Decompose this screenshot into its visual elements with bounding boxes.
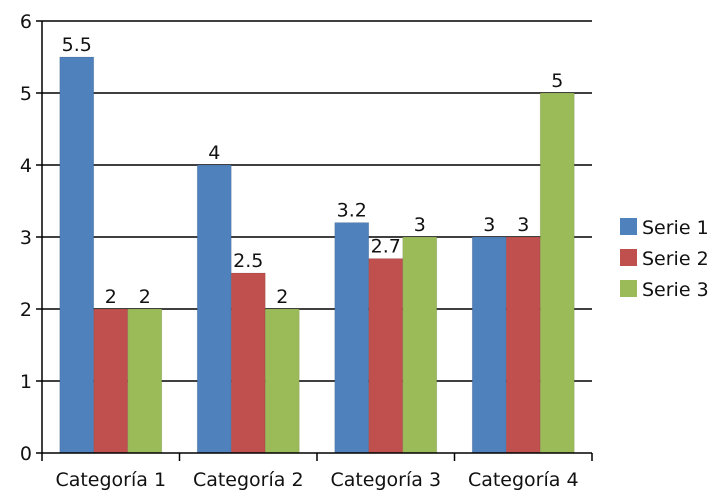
bar-series3-cat2 <box>264 308 300 454</box>
legend-label: Serie 1 <box>642 217 709 239</box>
data-label: 3.2 <box>337 200 367 222</box>
bar-series1-cat2 <box>196 164 232 454</box>
data-label: 2 <box>276 286 288 308</box>
bar-series3-cat1 <box>127 308 163 454</box>
bars <box>59 56 575 454</box>
bar-series2-cat2 <box>230 272 266 454</box>
y-tick-label: 1 <box>20 371 32 393</box>
data-label: 3 <box>517 214 529 236</box>
axes: 0 1 2 3 4 5 6 Categoría 1 Categoría 2 Categoría 3… <box>20 11 593 491</box>
data-label: 2 <box>105 286 117 308</box>
data-label: 3 <box>414 214 426 236</box>
legend: Serie 1 Serie 2 Serie 3 <box>620 217 709 301</box>
bar-series1-cat3 <box>334 222 370 454</box>
data-label: 3 <box>483 214 495 236</box>
bar-series2-cat4 <box>505 236 541 454</box>
y-tick-label: 2 <box>20 299 32 321</box>
data-label: 5 <box>551 70 563 92</box>
data-labels: 5.52 242.523.22.73 3 35 <box>62 34 564 308</box>
y-tick-label: 5 <box>20 83 32 105</box>
data-label: 5.5 <box>62 34 92 56</box>
data-label: 2.5 <box>233 250 263 272</box>
legend-swatch-series2 <box>620 249 637 266</box>
category-label: Categoría 2 <box>193 469 304 491</box>
legend-swatch-series3 <box>620 280 637 297</box>
data-label: 2 <box>139 286 151 308</box>
legend-swatch-series1 <box>620 218 637 235</box>
y-tick-label: 4 <box>20 155 32 177</box>
y-tick-label: 3 <box>20 227 32 249</box>
legend-label: Serie 3 <box>642 279 709 301</box>
data-label: 2.7 <box>371 236 401 258</box>
y-tick-label: 0 <box>20 443 32 465</box>
category-label: Categoría 4 <box>468 469 579 491</box>
bar-series2-cat3 <box>368 258 404 454</box>
bar-series1-cat4 <box>471 236 507 454</box>
y-tick-label: 6 <box>20 11 32 33</box>
bar-series2-cat1 <box>93 308 129 454</box>
data-label: 4 <box>208 142 220 164</box>
legend-label: Serie 2 <box>642 248 709 270</box>
category-label: Categoría 3 <box>330 469 441 491</box>
bar-series1-cat1 <box>59 56 95 454</box>
bar-series3-cat3 <box>402 236 438 454</box>
bar-series3-cat4 <box>539 92 575 454</box>
category-label: Categoría 1 <box>55 469 166 491</box>
